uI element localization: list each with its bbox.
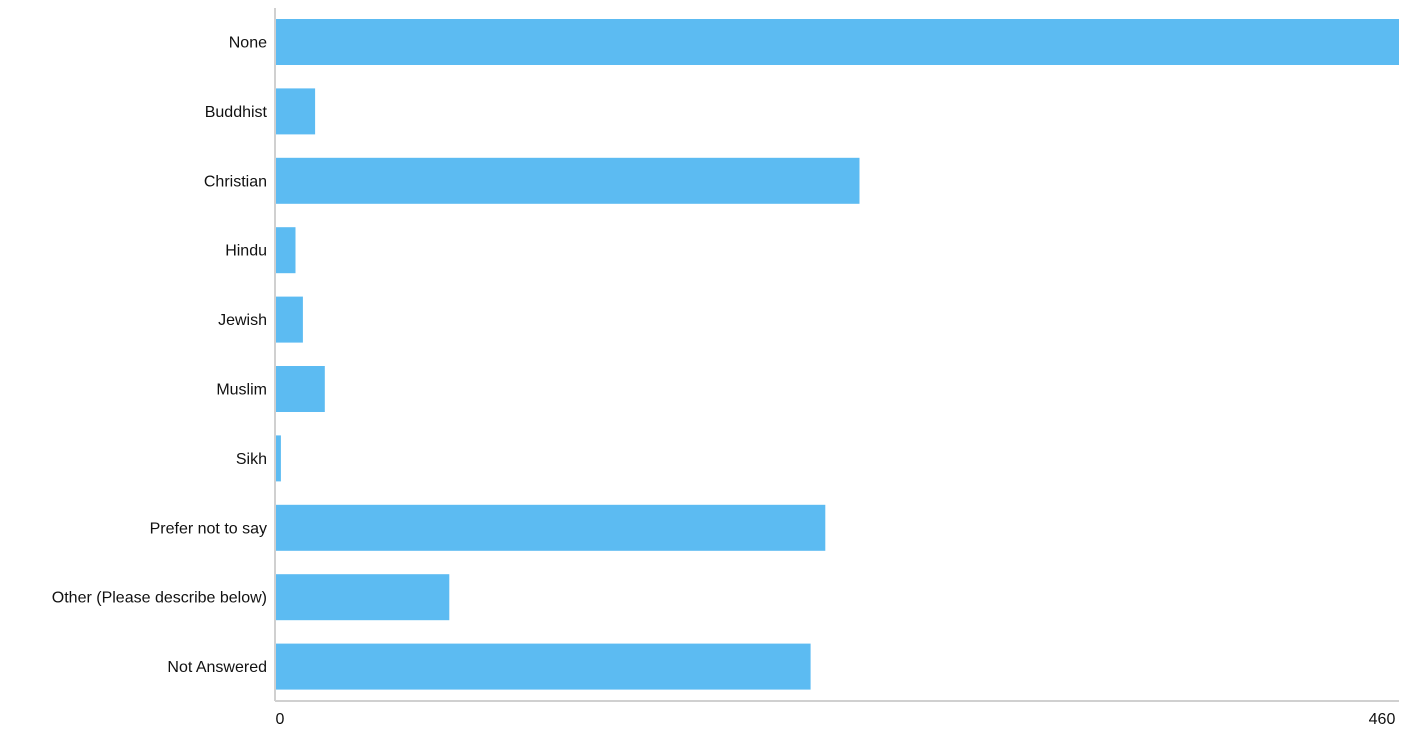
bar-2	[276, 157, 860, 204]
bar-5	[276, 366, 325, 412]
bar-1	[276, 88, 316, 135]
category-label-8: Other (Please describe below)	[52, 590, 267, 607]
category-label-5: Muslim	[216, 382, 267, 399]
x-tick-label-min: 0	[276, 711, 285, 728]
category-label-6: Sikh	[236, 451, 267, 468]
category-label-3: Hindu	[225, 243, 267, 260]
bar-7	[276, 504, 826, 551]
bar-3	[276, 227, 296, 274]
bar-4	[276, 296, 303, 343]
bar-6	[276, 435, 281, 482]
category-label-1: Buddhist	[205, 104, 268, 121]
x-tick-label-max: 460	[1369, 711, 1396, 728]
bars-group	[276, 19, 1399, 690]
category-label-4: Jewish	[218, 312, 267, 329]
bar-9	[276, 643, 811, 690]
category-label-7: Prefer not to say	[150, 520, 267, 537]
category-label-9: Not Answered	[167, 659, 267, 676]
category-label-2: Christian	[204, 173, 267, 190]
category-label-0: None	[229, 35, 267, 52]
bar-0	[276, 19, 1399, 65]
bar-8	[276, 574, 450, 621]
category-labels: None Buddhist Christian Hindu Jewish Muslim Si…	[52, 35, 268, 677]
